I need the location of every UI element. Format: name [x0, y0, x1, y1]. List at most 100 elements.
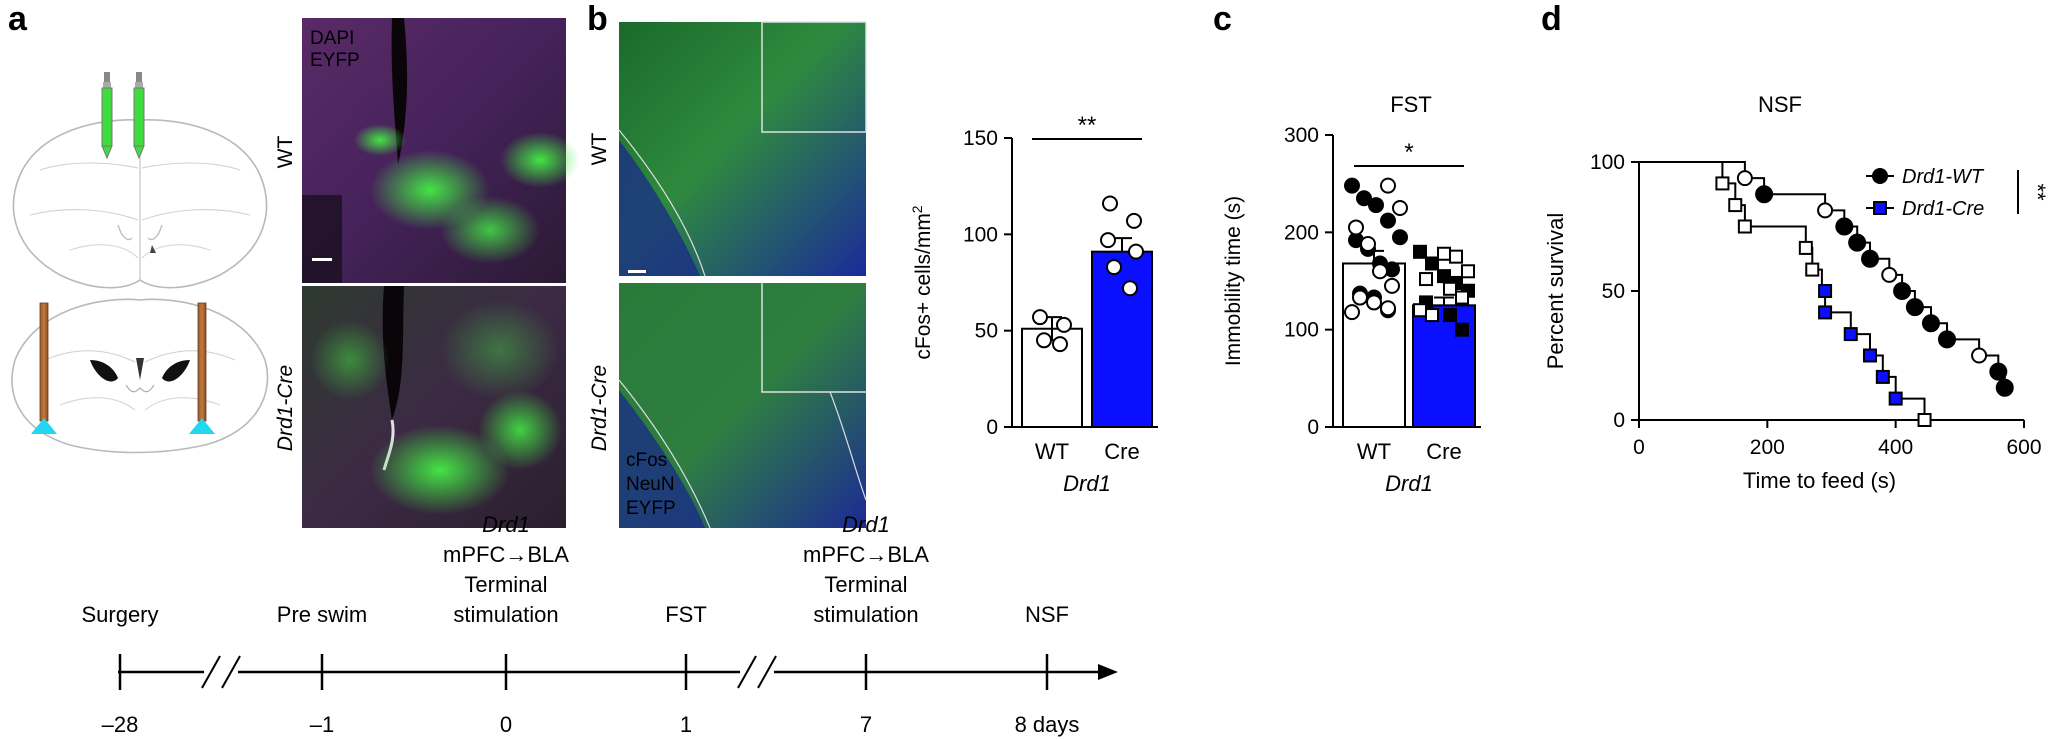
data-point-cre — [1102, 195, 1118, 212]
timeline-day-label: 1 — [680, 712, 692, 737]
timeline-event-label: mPFC→BLA — [443, 542, 569, 567]
timeline-event-label: stimulation — [453, 602, 558, 627]
data-point-cre-open — [1437, 246, 1451, 261]
timeline-event-label: Surgery — [81, 602, 158, 627]
y-tick-label: 50 — [1602, 280, 1625, 303]
censor-point-cre-open — [1715, 176, 1730, 191]
legend-label-cre: Drd1-Cre — [1902, 198, 1984, 220]
y-axis-label-main: cFos+ cells/mm — [912, 213, 935, 359]
x-tick-label: 0 — [1633, 436, 1645, 459]
data-point-cre — [1100, 232, 1116, 249]
timeline-break-slash — [737, 655, 757, 689]
data-point-wt-open — [1372, 263, 1388, 280]
y-tick-label: 0 — [1613, 409, 1625, 432]
timeline-day-label: 7 — [860, 712, 872, 737]
legend-marker-wt — [1872, 168, 1888, 184]
data-point-cre-open — [1449, 249, 1463, 264]
data-point-wt-filled — [1392, 229, 1408, 246]
y-tick-label: 0 — [986, 416, 998, 439]
data-point-cre — [1106, 259, 1122, 276]
censor-point-wt-filled — [1893, 282, 1912, 300]
x-tick-label: WT — [1357, 439, 1391, 464]
optic-fiber-implants — [31, 302, 215, 434]
significance-stars: ** — [2025, 183, 2050, 201]
row-label-wt-a: WT — [274, 136, 297, 169]
censor-point-cre-open — [1737, 219, 1752, 234]
micrograph-cre-cfos-neun-eyfp — [618, 283, 867, 529]
data-point-wt-open — [1384, 277, 1400, 294]
x-tick-label: Cre — [1104, 439, 1139, 464]
data-point-cre-open — [1425, 308, 1439, 323]
x-tick-label: 200 — [1750, 436, 1785, 459]
y-tick-label: 0 — [1307, 416, 1319, 439]
censor-point-wt-filled — [1861, 249, 1879, 268]
timeline-day-label: –1 — [310, 712, 334, 737]
experiment-timeline: –28 Surgery –1 Pre swim 0 Drd1 mPFC→BLA Termina… — [81, 512, 1118, 737]
chart-fst-bar: FST 0 100 200 300 Immobility time (s) WT Cre Drd… — [1222, 92, 1481, 496]
data-point-wt — [1056, 316, 1072, 333]
censor-point-cre-open — [1798, 240, 1813, 255]
y-axis-label-superscript: 2 — [909, 205, 925, 213]
y-axis-label: Percent survival — [1543, 213, 1568, 370]
timeline-event-label: mPFC→BLA — [803, 542, 929, 567]
censor-point-wt-filled — [1995, 378, 2014, 397]
censor-point-cre-filled — [1818, 305, 1833, 320]
y-tick-label: 300 — [1284, 124, 1319, 147]
timeline-arrowhead — [1098, 664, 1118, 680]
censor-point-wt-filled — [1989, 362, 2008, 381]
data-point-cre — [1128, 243, 1144, 260]
timeline-break-slash — [757, 655, 777, 689]
x-tick-label: WT — [1035, 439, 1069, 464]
panel-label-d: d — [1541, 0, 1562, 38]
data-point-wt-filled — [1344, 177, 1360, 194]
y-tick-label: 100 — [963, 223, 998, 246]
data-point-cre-open — [1413, 303, 1427, 318]
legend-eyfp: EYFP — [310, 50, 360, 71]
chart-title: NSF — [1758, 92, 1802, 117]
micrograph-wt-cfos-neun-eyfp — [618, 21, 867, 277]
timeline-event-label: FST — [665, 602, 707, 627]
data-point-cre-filled — [1437, 269, 1451, 284]
timeline-event-label: stimulation — [813, 602, 918, 627]
data-point-cre-open — [1419, 272, 1433, 287]
y-axis-label: cFos+ cells/mm2 — [909, 205, 935, 359]
censor-point-wt-open — [1881, 266, 1898, 283]
data-point-cre-filled — [1413, 244, 1427, 259]
y-tick-label: 150 — [963, 127, 998, 150]
censor-point-wt-open — [1817, 202, 1834, 219]
micrograph-wt-dapi-eyfp — [302, 18, 580, 283]
y-axis-label: Immobility time (s) — [1222, 196, 1245, 366]
y-tick-label: 200 — [1284, 221, 1319, 244]
panel-label-b: b — [587, 0, 608, 38]
censor-point-wt-filled — [1921, 314, 1940, 333]
censor-point-wt-open — [1971, 347, 1988, 364]
data-point-cre-filled — [1443, 308, 1457, 323]
censor-point-cre-open — [1805, 262, 1820, 277]
censor-point-cre-filled — [1875, 369, 1890, 384]
significance-stars: * — [1404, 139, 1413, 166]
row-label-wt-b: WT — [588, 133, 611, 166]
censor-point-wt-filled — [1848, 233, 1867, 252]
timeline-break-slash — [201, 655, 221, 689]
censor-point-cre-filled — [1863, 348, 1877, 363]
data-point-wt-filled — [1368, 197, 1384, 214]
timeline-day-label: 0 — [500, 712, 512, 737]
censor-point-wt-filled — [1835, 217, 1854, 236]
row-label-cre-a: Drd1-Cre — [274, 365, 297, 451]
legend-eyfp-b: EYFP — [626, 498, 676, 519]
data-point-cre-open — [1455, 290, 1469, 305]
data-point-cre-open — [1461, 264, 1475, 279]
x-tick-label: 400 — [1878, 436, 1913, 459]
timeline-event-label: NSF — [1025, 602, 1069, 627]
panel-label-c: c — [1213, 0, 1232, 38]
chart-title: FST — [1390, 92, 1432, 117]
data-point-wt — [1052, 336, 1068, 353]
timeline-event-label: Terminal — [824, 572, 907, 597]
data-point-cre-open — [1443, 281, 1457, 296]
censor-point-wt-filled — [1905, 298, 1924, 317]
data-point-wt-open — [1380, 177, 1396, 194]
x-axis-label: Time to feed (s) — [1743, 468, 1896, 493]
data-point-wt-open — [1344, 304, 1360, 321]
micrograph-cre-dapi-eyfp — [302, 286, 566, 528]
timeline-break-slash — [221, 655, 241, 689]
